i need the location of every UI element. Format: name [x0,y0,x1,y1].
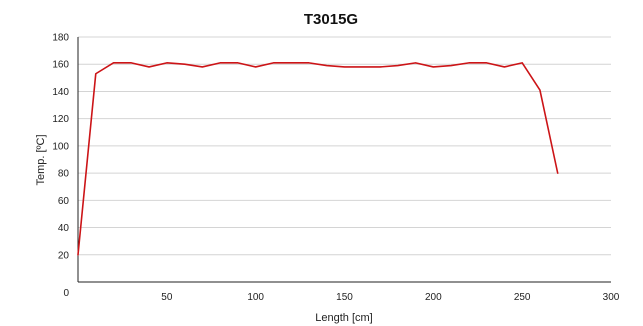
gridlines [78,36,611,256]
y-tick-label: 40 [58,223,70,234]
axes [77,37,611,283]
y-axis-label: Temp. [ºC] [35,134,47,185]
y-tick-label: 20 [58,250,70,261]
x-tick-label: 300 [603,292,620,303]
x-tick-label: 100 [247,292,264,303]
series-group [77,62,559,256]
x-axis-tick-labels: 0 50 100 150 200 250 300 [63,288,619,303]
y-tick-label: 100 [52,141,69,152]
y-tick-label: 160 [52,60,69,71]
x-tick-label: 200 [425,292,442,303]
y-tick-label: 120 [52,114,69,125]
chart-title: T3015G [304,11,358,28]
x-tick-label: 0 [63,288,69,299]
y-tick-label: 80 [58,169,70,180]
x-tick-label: 50 [161,292,173,303]
y-axis-tick-labels: 20 40 60 80 100 120 140 160 180 [52,33,69,262]
x-axis-label: Length [cm] [315,312,372,324]
y-tick-label: 60 [58,196,70,207]
x-tick-label: 250 [514,292,531,303]
series-line [77,62,559,256]
x-tick-label: 150 [336,292,353,303]
y-tick-label: 180 [52,33,69,44]
y-tick-label: 140 [52,87,69,98]
